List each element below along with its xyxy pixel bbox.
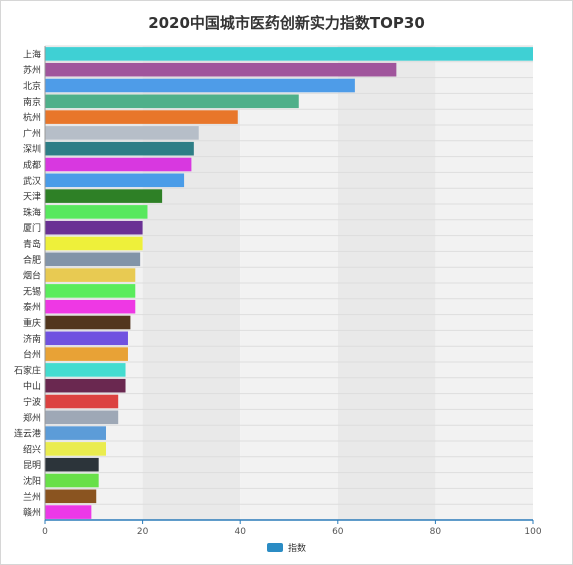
category-label-28: 兰州 [23,491,41,503]
category-label-29: 赣州 [23,507,41,519]
bar-16[interactable] [45,299,136,314]
category-label-11: 厦门 [23,222,41,234]
category-label-27: 沈阳 [23,475,41,487]
category-label-6: 深圳 [23,144,41,155]
category-label-1: 苏州 [23,64,41,76]
legend-swatch[interactable] [266,543,283,552]
bar-18[interactable] [45,331,128,346]
bar-0[interactable] [45,47,533,61]
category-label-8: 武汉 [23,175,41,187]
bar-13[interactable] [45,252,141,267]
bar-29[interactable] [45,505,92,519]
category-label-17: 重庆 [23,317,41,329]
bar-3[interactable] [45,94,299,109]
bar-28[interactable] [45,489,97,504]
bar-14[interactable] [45,268,136,282]
bar-25[interactable] [45,442,106,456]
category-label-16: 泰州 [23,301,41,313]
category-label-18: 济南 [23,333,41,345]
bar-1[interactable] [45,62,397,77]
bar-10[interactable] [45,205,148,219]
bar-17[interactable] [45,315,131,330]
x-tick-label-1: 20 [137,527,149,537]
bar-9[interactable] [45,189,163,203]
x-axis: 0 20 40 60 80 100 [42,46,542,537]
x-tick-label-0: 0 [42,527,48,537]
bar-15[interactable] [45,284,136,298]
category-labels: 上海苏州北京南京杭州广州深圳成都武汉天津珠海厦门青岛合肥烟台无锡泰州重庆济南台州… [14,48,41,518]
category-label-26: 昆明 [23,460,41,471]
category-label-4: 杭州 [23,112,41,124]
category-label-20: 石家庄 [14,364,41,376]
category-label-0: 上海 [23,48,41,60]
bars [45,47,533,519]
bar-27[interactable] [45,473,99,488]
x-tick-label-2: 40 [234,527,246,537]
category-label-15: 无锡 [23,286,41,297]
bar-7[interactable] [45,157,192,172]
bar-11[interactable] [45,220,143,235]
category-label-9: 天津 [23,192,41,203]
bar-4[interactable] [45,110,238,124]
category-label-23: 郑州 [23,412,41,424]
bar-21[interactable] [45,378,126,393]
category-label-13: 合肥 [23,254,41,266]
bar-26[interactable] [45,457,99,472]
category-label-14: 烟台 [23,270,41,282]
bar-8[interactable] [45,173,185,188]
bar-24[interactable] [45,426,106,440]
x-tick-label-5: 100 [524,527,541,537]
category-label-19: 台州 [23,349,41,361]
category-label-10: 珠海 [23,206,41,218]
bar-23[interactable] [45,410,119,425]
x-tick-label-3: 60 [332,527,344,537]
bar-20[interactable] [45,363,126,377]
category-label-25: 绍兴 [23,443,41,455]
category-label-12: 青岛 [23,238,41,250]
bar-19[interactable] [45,347,128,361]
bar-6[interactable] [45,141,194,156]
bar-12[interactable] [45,236,143,251]
legend-label[interactable]: 指数 [287,544,306,554]
category-label-22: 宁波 [23,396,41,408]
category-label-5: 广州 [23,127,41,139]
bar-2[interactable] [45,78,355,93]
category-label-7: 成都 [23,159,41,171]
bar-22[interactable] [45,394,119,409]
legend[interactable]: 指数 [0,541,573,554]
chart-title: 2020中国城市医药创新实力指数TOP30 [148,14,425,32]
x-tick-label-4: 80 [430,527,442,537]
category-label-21: 中山 [23,380,41,392]
category-label-24: 连云港 [14,428,41,440]
grid-lines [45,45,533,521]
category-label-3: 南京 [23,96,41,108]
bar-5[interactable] [45,126,199,140]
category-label-2: 北京 [23,80,41,92]
